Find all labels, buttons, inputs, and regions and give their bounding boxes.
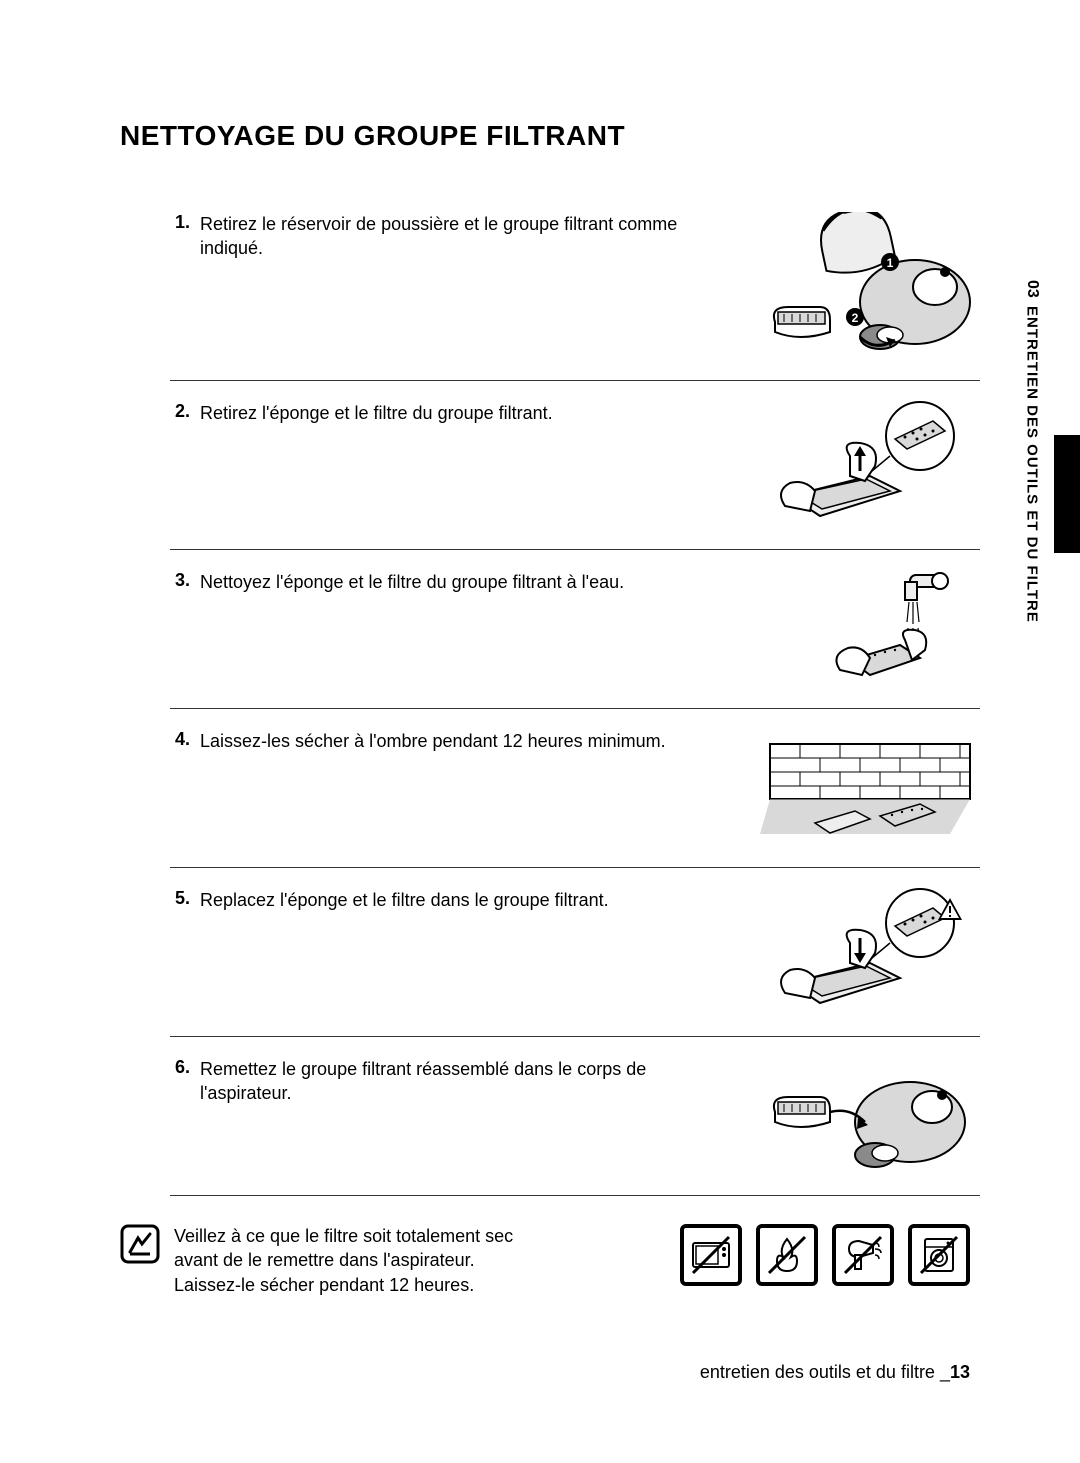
no-fire-icon: [756, 1224, 818, 1286]
step-number: 5.: [170, 888, 200, 909]
footer-text: entretien des outils et du filtre _: [700, 1362, 950, 1382]
step-number: 1.: [170, 212, 200, 233]
dry-shade-icon: [760, 729, 980, 849]
step-3: 3. Nettoyez l'éponge et le filtre du gro…: [170, 550, 980, 709]
vacuum-remove-bin-icon: 1 2: [760, 212, 980, 362]
step-5: 5. Replacez l'éponge et le filtre dans l…: [170, 868, 980, 1037]
manual-page: NETTOYAGE DU GROUPE FILTRANT 1. Retirez …: [0, 0, 1080, 1463]
page-footer: entretien des outils et du filtre _13: [700, 1362, 970, 1383]
prohibition-icons: [680, 1224, 970, 1286]
step-text: Retirez le réservoir de poussière et le …: [200, 212, 760, 261]
step-illustration: [760, 729, 980, 849]
footer-pagenum: 13: [950, 1362, 970, 1382]
svg-text:2: 2: [852, 311, 859, 325]
steps-list: 1. Retirez le réservoir de poussière et …: [170, 192, 980, 1196]
note-row: Veillez à ce que le filtre soit totaleme…: [120, 1224, 980, 1297]
step-illustration: [760, 401, 980, 531]
chapter-number: 03: [1023, 280, 1041, 298]
step-6: 6. Remettez le groupe filtrant réassembl…: [170, 1037, 980, 1196]
side-tab: 03 ENTRETIEN DES OUTILS ET DU FILTRE: [1014, 280, 1050, 640]
replace-sponge-icon: [760, 888, 980, 1018]
step-number: 4.: [170, 729, 200, 750]
step-text: Retirez l'éponge et le filtre du groupe …: [200, 401, 760, 425]
step-number: 2.: [170, 401, 200, 422]
step-text: Replacez l'éponge et le filtre dans le g…: [200, 888, 760, 912]
step-text: Nettoyez l'éponge et le filtre du groupe…: [200, 570, 760, 594]
step-illustration: [760, 1057, 980, 1177]
step-illustration: [760, 888, 980, 1018]
step-text: Remettez le groupe filtrant réassemblé d…: [200, 1057, 760, 1106]
step-4: 4. Laissez-les sécher à l'ombre pendant …: [170, 709, 980, 868]
step-number: 6.: [170, 1057, 200, 1078]
remove-sponge-icon: [760, 401, 980, 531]
step-1: 1. Retirez le réservoir de poussière et …: [170, 192, 980, 381]
page-title: NETTOYAGE DU GROUPE FILTRANT: [120, 120, 980, 152]
note-icon: [120, 1224, 160, 1264]
step-illustration: [760, 570, 980, 690]
step-2: 2. Retirez l'éponge et le filtre du grou…: [170, 381, 980, 550]
wash-filter-icon: [760, 570, 980, 690]
note-text: Veillez à ce que le filtre soit totaleme…: [174, 1224, 534, 1297]
svg-text:1: 1: [887, 256, 894, 270]
step-illustration: 1 2: [760, 212, 980, 362]
reinsert-filter-icon: [760, 1057, 980, 1177]
step-number: 3.: [170, 570, 200, 591]
no-microwave-icon: [680, 1224, 742, 1286]
no-hairdryer-icon: [832, 1224, 894, 1286]
side-thumb-index: [1054, 435, 1080, 553]
chapter-title: ENTRETIEN DES OUTILS ET DU FILTRE: [1024, 306, 1041, 623]
step-text: Laissez-les sécher à l'ombre pendant 12 …: [200, 729, 760, 753]
no-washer-icon: [908, 1224, 970, 1286]
